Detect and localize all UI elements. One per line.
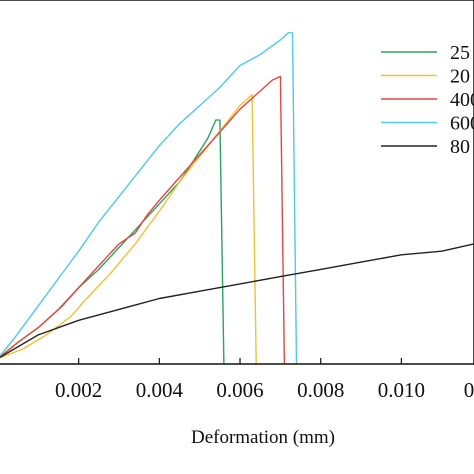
legend-label-4: 80 [450, 136, 470, 158]
series-layer [0, 32, 474, 365]
x-tick-label: 0.006 [216, 378, 263, 402]
legend-label-3: 600 [450, 113, 474, 135]
plot-frame [0, 0, 474, 365]
series-line-4 [0, 243, 474, 359]
tick-layer: 0.002 0.004 0.006 0.008 0.010 0.01 [55, 358, 474, 402]
legend-label-1: 20 [450, 66, 470, 88]
x-tick-label: 0.004 [136, 378, 184, 402]
x-axis-title: Deformation (mm) [191, 427, 335, 448]
series-line-3 [0, 32, 298, 365]
series-line-1 [0, 93, 257, 365]
x-tick-label: 0.01 [464, 378, 474, 402]
series-line-2 [0, 75, 286, 365]
x-tick-label: 0.002 [55, 378, 102, 402]
legend-label-0: 25 [450, 42, 470, 64]
x-tick-label: 0.008 [297, 378, 344, 402]
legend-label-2: 400 [450, 89, 474, 111]
legend: 252040060080 [381, 42, 474, 158]
x-tick-label: 0.010 [378, 378, 425, 402]
